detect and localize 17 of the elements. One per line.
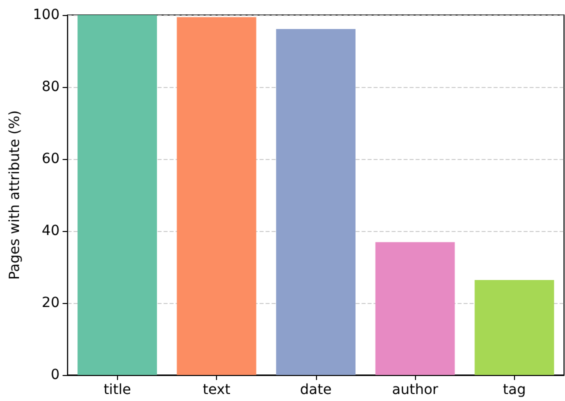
bar [375,242,455,375]
y-tick-label: 0 [50,367,60,383]
bar [78,15,157,375]
x-tick-label: text [202,382,231,398]
y-tick-label: 60 [42,151,60,167]
y-tick-label: 100 [32,7,60,23]
x-tick-label: date [300,382,332,398]
y-tick-label: 80 [42,79,60,95]
y-tick-label: 20 [42,295,60,311]
y-tick-label: 40 [42,223,60,239]
bar [276,29,356,375]
bar [176,17,256,375]
x-tick-label: author [392,382,438,398]
x-tick-label: tag [502,382,526,398]
bar [474,280,554,375]
y-axis-title: Pages with attribute (%) [7,110,23,280]
x-tick-label: title [104,382,131,398]
